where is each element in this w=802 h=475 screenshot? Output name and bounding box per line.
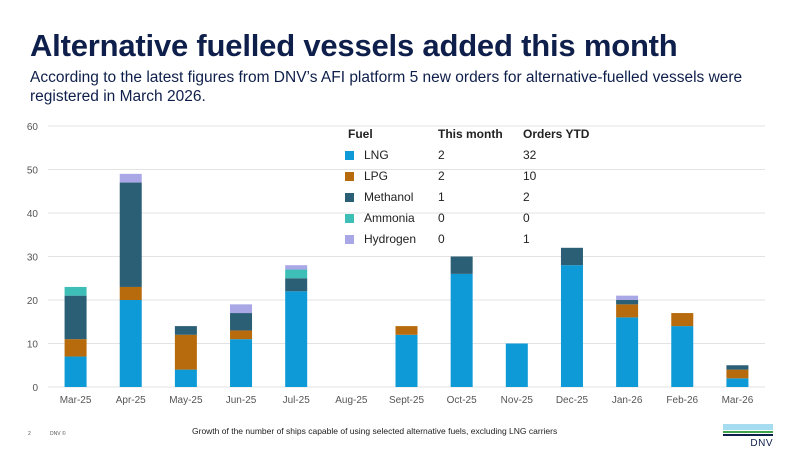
bar-segment-methanol: [560, 247, 583, 266]
x-tick-label: Jun-25: [226, 395, 257, 406]
dnv-logo: DNV: [723, 424, 773, 449]
y-tick-label: 0: [32, 383, 38, 394]
y-tick-label: 20: [27, 296, 39, 307]
legend-row-lng: LNG 2 32: [340, 148, 600, 164]
legend-row-hydrogen: Hydrogen 0 1: [340, 232, 600, 248]
x-tick-label: Nov-25: [501, 395, 534, 406]
bar-segment-methanol: [285, 278, 308, 292]
slide-subtitle: According to the latest figures from DNV…: [30, 69, 743, 105]
logo-stripe-light: [723, 424, 773, 430]
bar-segment-methanol: [450, 256, 473, 274]
bar-segment-methanol: [230, 313, 253, 331]
bar-segment-methanol: [726, 365, 749, 370]
legend-fuel-name: Hydrogen: [364, 232, 417, 246]
legend-fuel-name: Ammonia: [364, 211, 415, 225]
x-tick-label: Aug-25: [335, 395, 368, 406]
legend-ytd: 0: [523, 211, 530, 225]
y-tick-label: 40: [27, 209, 39, 220]
x-tick-label: Jul-25: [283, 395, 311, 406]
bar-segment-lng: [230, 339, 253, 387]
bar-segment-methanol: [119, 182, 142, 287]
y-tick-label: 60: [27, 122, 39, 133]
legend-fuel-name: Methanol: [364, 190, 414, 204]
x-tick-label: Feb-26: [666, 395, 698, 406]
legend-ytd: 2: [523, 190, 530, 204]
legend-header-this-month: This month: [438, 127, 503, 141]
bar-segment-lpg: [726, 369, 749, 379]
legend-fuel-name: LNG: [364, 148, 389, 162]
bar-segment-lpg: [174, 334, 197, 370]
bar-segment-methanol: [174, 326, 197, 335]
bar-segment-lng: [285, 291, 308, 387]
slide-title: Alternative fuelled vessels added this m…: [30, 28, 678, 63]
page-number: 2: [28, 431, 31, 437]
bar-segment-lng: [505, 343, 528, 387]
bar-segment-lng: [450, 273, 473, 387]
bar-segment-lng: [616, 317, 639, 387]
x-tick-label: Sept-25: [389, 395, 424, 406]
legend-swatch: [345, 193, 354, 202]
legend-ytd: 32: [523, 148, 537, 162]
bar-segment-hydrogen: [616, 295, 639, 300]
bar-segment-lng: [726, 378, 749, 387]
legend-row-methanol: Methanol 1 2: [340, 190, 600, 206]
legend-ytd: 10: [523, 169, 537, 183]
bar-segment-lng: [64, 356, 87, 387]
legend-row-ammonia: Ammonia 0 0: [340, 211, 600, 227]
legend-this-month: 2: [438, 169, 445, 183]
legend-this-month: 2: [438, 148, 445, 162]
x-tick-label: Oct-25: [447, 395, 477, 406]
y-tick-label: 10: [27, 340, 39, 351]
legend-swatch: [345, 214, 354, 223]
bar-segment-hydrogen: [230, 304, 253, 314]
legend-row-lpg: LPG 2 10: [340, 169, 600, 185]
legend-swatch: [345, 151, 354, 160]
legend-swatch: [345, 172, 354, 181]
bar-segment-lng: [560, 265, 583, 387]
x-tick-label: Apr-25: [116, 395, 146, 406]
bar-segment-lpg: [64, 339, 87, 357]
y-tick-label: 30: [27, 253, 39, 264]
bar-segment-ammonia: [64, 286, 87, 296]
bar-segment-lng: [174, 369, 197, 387]
logo-stripe-green: [723, 431, 773, 433]
bar-segment-hydrogen: [285, 265, 308, 270]
copyright: DNV ©: [50, 431, 66, 437]
bar-segment-lpg: [230, 330, 253, 340]
x-tick-label: Jan-26: [612, 395, 643, 406]
legend-this-month: 0: [438, 211, 445, 225]
y-tick-label: 50: [27, 166, 39, 177]
legend-this-month: 0: [438, 232, 445, 246]
legend-header-orders-ytd: Orders YTD: [523, 127, 590, 141]
x-tick-label: Dec-25: [556, 395, 589, 406]
legend-this-month: 1: [438, 190, 445, 204]
bar-segment-ammonia: [285, 269, 308, 279]
x-tick-label: May-25: [169, 395, 203, 406]
bar-segment-lpg: [671, 313, 694, 327]
bar-segment-lng: [119, 300, 142, 387]
bar-segment-lpg: [616, 304, 639, 318]
logo-text: DNV: [750, 437, 773, 449]
x-tick-label: Mar-25: [60, 395, 92, 406]
bar-segment-lng: [395, 334, 418, 387]
legend-ytd: 1: [523, 232, 530, 246]
logo-stripe-navy: [723, 433, 773, 436]
chart-footnote: Growth of the number of ships capable of…: [192, 426, 558, 436]
bar-segment-hydrogen: [119, 173, 142, 183]
bar-segment-lng: [671, 326, 694, 387]
legend-fuel-name: LPG: [364, 169, 389, 183]
bar-segment-lpg: [119, 286, 142, 300]
bar-segment-methanol: [616, 300, 639, 305]
x-tick-label: Mar-26: [722, 395, 754, 406]
bar-segment-lpg: [395, 326, 418, 335]
bar-segment-methanol: [64, 295, 87, 340]
legend-swatch: [345, 235, 354, 244]
legend-header-fuel: Fuel: [348, 127, 373, 141]
